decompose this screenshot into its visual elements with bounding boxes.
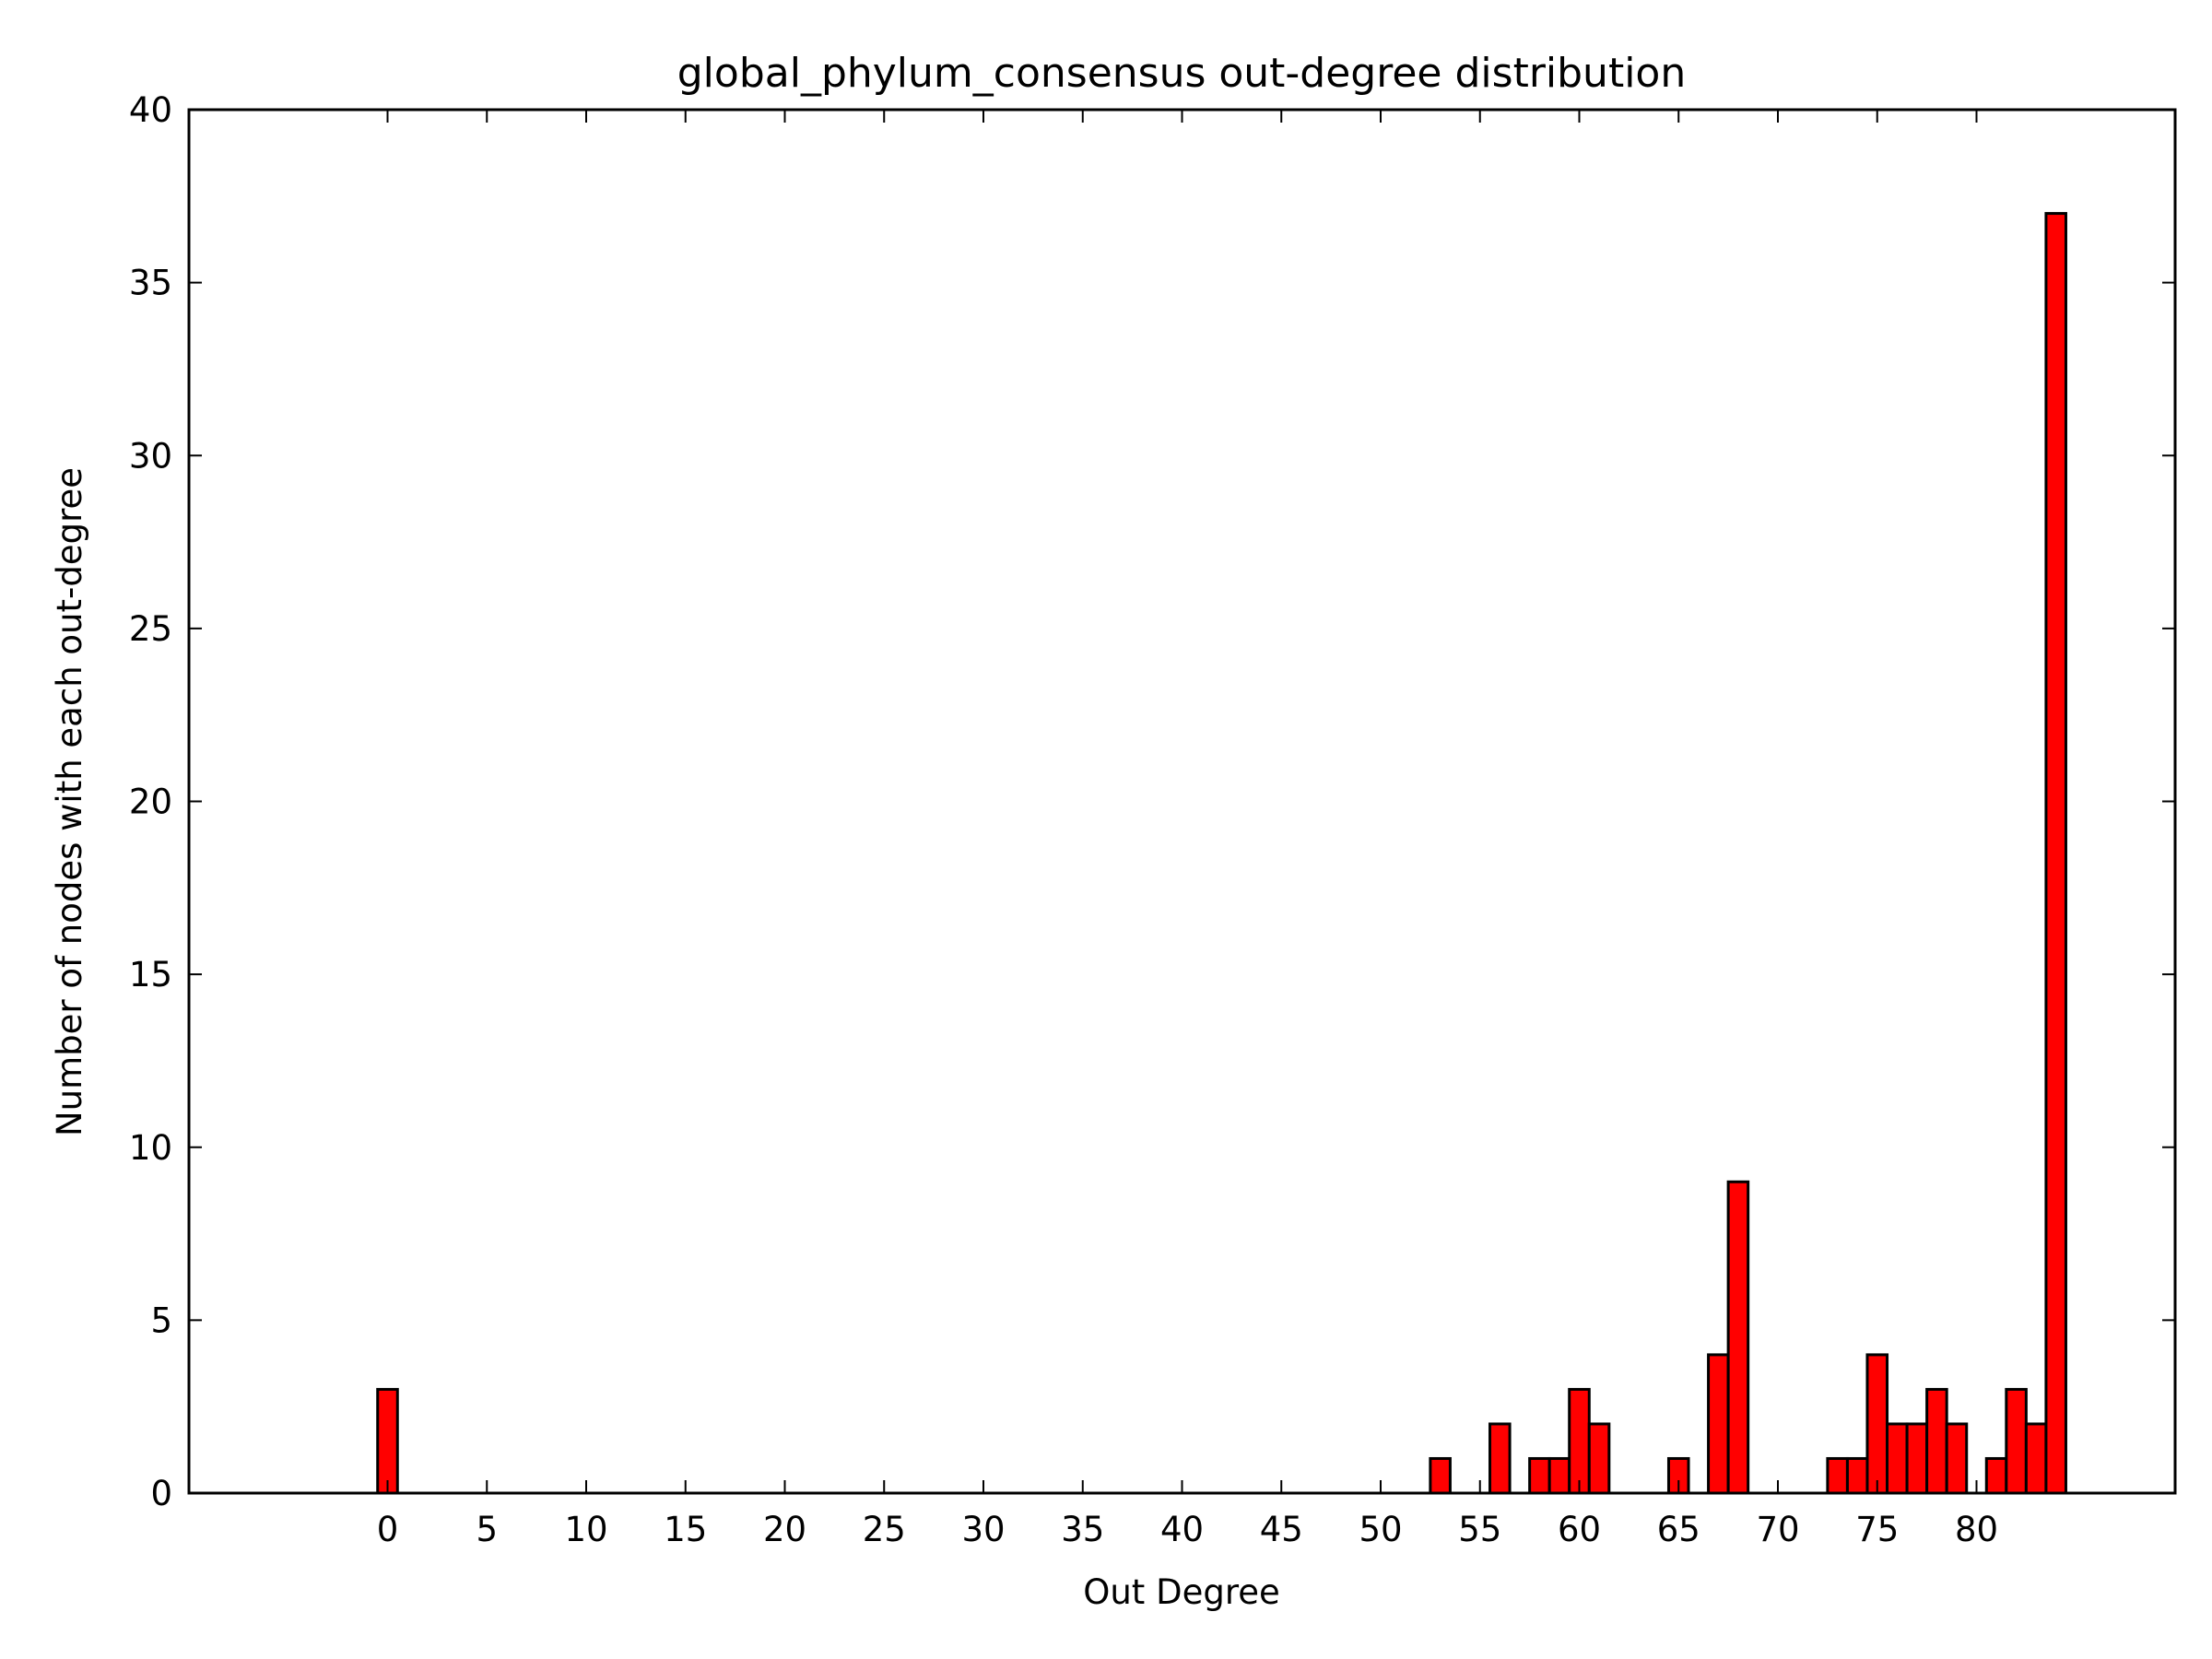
x-tick-label: 75	[1855, 1510, 1899, 1549]
bars	[376, 212, 2067, 1495]
y-tick-label: 10	[129, 1128, 172, 1168]
y-tick-label: 15	[129, 955, 172, 994]
x-axis-label: Out Degree	[1083, 1572, 1280, 1612]
y-tick-label: 25	[129, 609, 172, 649]
x-tick-label: 55	[1458, 1510, 1501, 1549]
chart-title: global_phylum_consensus out-degree distr…	[677, 50, 1686, 97]
x-tick-label: 40	[1160, 1510, 1204, 1549]
y-tick-label: 35	[129, 264, 172, 303]
bar-0	[376, 1387, 399, 1495]
bar-59	[1547, 1456, 1571, 1495]
y-axis-label: Number of nodes with each out-degree	[50, 467, 89, 1136]
y-tick-label: 40	[129, 90, 172, 130]
bar-67	[1707, 1353, 1730, 1495]
bar-68	[1726, 1180, 1750, 1495]
x-tick-label: 60	[1558, 1510, 1601, 1549]
x-tick-label: 80	[1955, 1510, 1998, 1549]
x-tick-label: 15	[664, 1510, 707, 1549]
x-tick-label: 0	[377, 1510, 399, 1549]
bar-53	[1429, 1456, 1452, 1495]
x-tick-label: 5	[476, 1510, 498, 1549]
bar-76	[1886, 1422, 1909, 1495]
y-tick-label: 30	[129, 436, 172, 476]
x-tick-label: 20	[763, 1510, 806, 1549]
x-tick-label: 50	[1359, 1510, 1402, 1549]
bar-79	[1945, 1422, 1969, 1495]
bar-58	[1528, 1456, 1551, 1495]
bar-84	[2044, 212, 2067, 1495]
x-tick-label: 10	[564, 1510, 607, 1549]
x-tick-label: 45	[1260, 1510, 1303, 1549]
y-tick-label: 20	[129, 782, 172, 822]
x-tick-label: 70	[1756, 1510, 1799, 1549]
bar-75	[1865, 1353, 1889, 1495]
x-tick-label: 35	[1061, 1510, 1104, 1549]
x-tick-label: 65	[1657, 1510, 1700, 1549]
y-tick-label: 5	[150, 1300, 172, 1340]
y-tick-label: 0	[150, 1474, 172, 1513]
bar-78	[1925, 1387, 1948, 1495]
bar-81	[1984, 1456, 2008, 1495]
plot-frame	[187, 108, 2177, 1495]
bar-56	[1488, 1422, 1512, 1495]
x-tick-label: 30	[961, 1510, 1005, 1549]
axis-ticks: 0 5 10 15 20 25 30 35 40 45 50 55 60 65 70 75 80 0 5 10 15 20…	[129, 90, 2175, 1549]
bar-74	[1845, 1456, 1869, 1495]
x-tick-label: 25	[863, 1510, 906, 1549]
bar-83	[2024, 1422, 2048, 1495]
bar-82	[2005, 1387, 2028, 1495]
bar-60	[1568, 1387, 1591, 1495]
bar-61	[1587, 1422, 1611, 1495]
bar-73	[1826, 1456, 1849, 1495]
bar-77	[1905, 1422, 1929, 1495]
